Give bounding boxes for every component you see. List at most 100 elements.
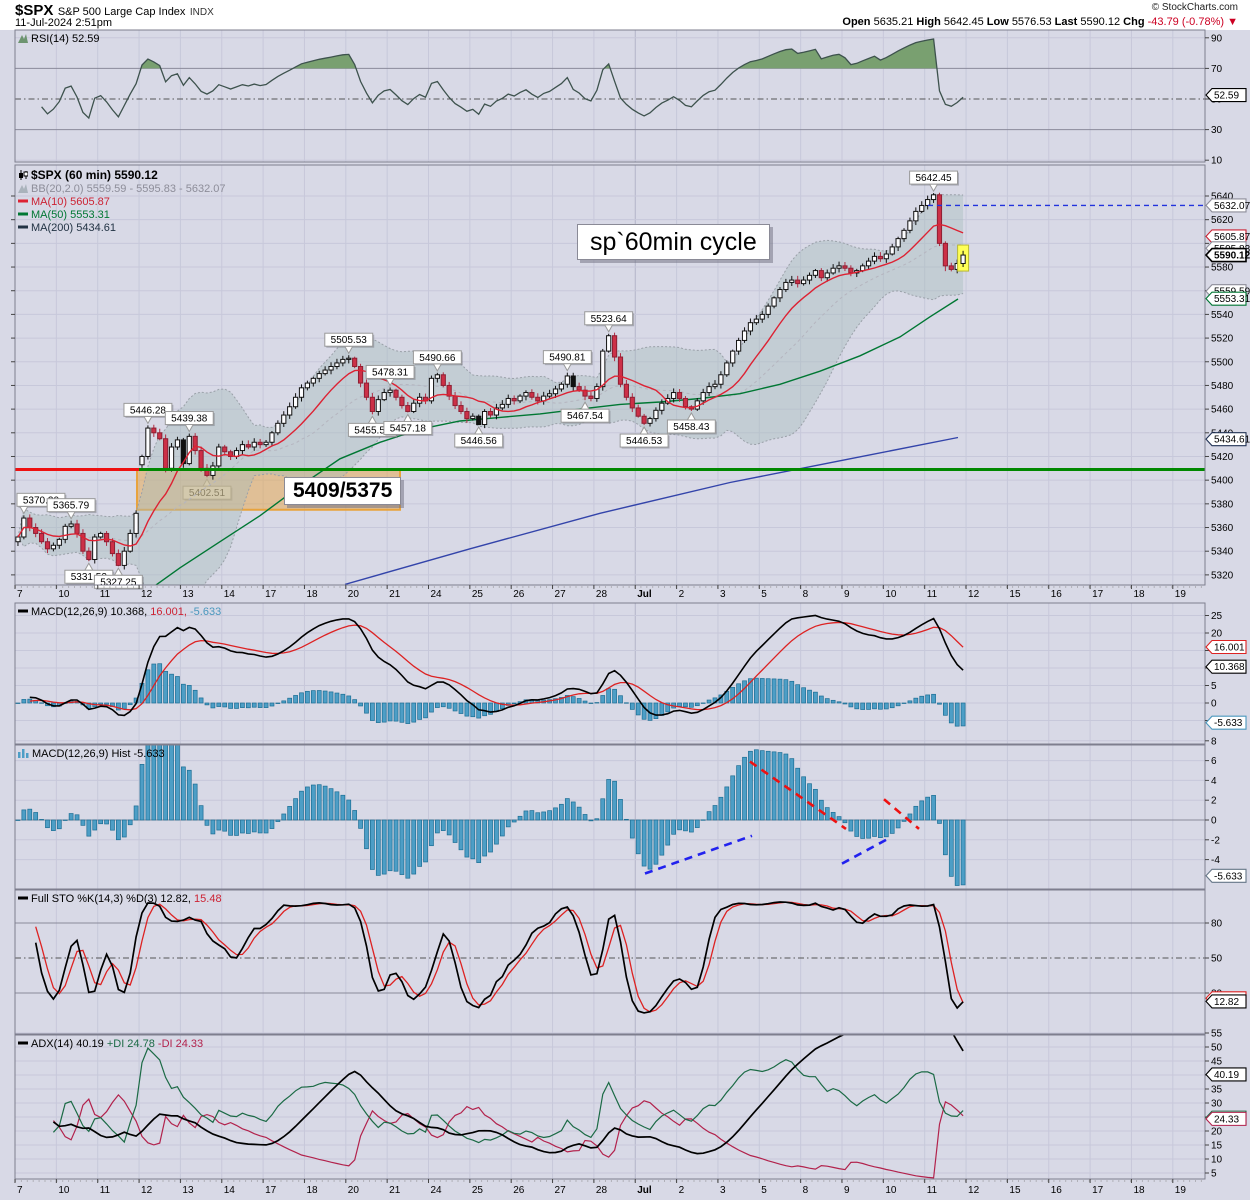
candlestick bbox=[363, 382, 370, 398]
svg-text:5580: 5580 bbox=[1211, 263, 1234, 274]
candlestick bbox=[635, 407, 641, 417]
price-callout: 5642.45 bbox=[909, 170, 960, 193]
adx-legend: ADX(14) 40.19 +DI 24.78 -DI 24.33 bbox=[18, 1038, 203, 1051]
candlestick bbox=[706, 386, 712, 394]
candlestick bbox=[458, 405, 464, 412]
candlestick bbox=[806, 274, 813, 281]
axis-callout: 5605.87 bbox=[1205, 229, 1250, 244]
svg-text:18: 18 bbox=[306, 589, 318, 600]
chg-down-triangle-icon: ▼ bbox=[1227, 16, 1238, 28]
candlestick bbox=[180, 439, 186, 465]
svg-text:2: 2 bbox=[679, 589, 685, 600]
candlestick bbox=[257, 441, 263, 446]
price-callout: 5490.81 bbox=[542, 350, 593, 372]
svg-text:2: 2 bbox=[679, 1185, 685, 1196]
candlestick bbox=[74, 523, 80, 534]
candlestick bbox=[328, 365, 334, 371]
candlestick bbox=[357, 365, 364, 384]
candlestick bbox=[919, 204, 925, 212]
macd-hist-value: -5.633 bbox=[190, 606, 222, 618]
svg-text:17: 17 bbox=[265, 1185, 277, 1196]
candlestick bbox=[399, 396, 405, 407]
candlestick bbox=[482, 410, 488, 426]
candlestick bbox=[883, 253, 889, 260]
svg-text:10: 10 bbox=[1211, 156, 1223, 167]
svg-text:20: 20 bbox=[348, 1185, 360, 1196]
candlestick bbox=[411, 402, 417, 412]
cycle-annotation-label: sp`60min cycle bbox=[577, 224, 770, 260]
candlestick bbox=[535, 396, 541, 402]
candlestick bbox=[151, 427, 157, 434]
candlestick bbox=[434, 374, 440, 379]
svg-text:16: 16 bbox=[1051, 1185, 1063, 1196]
candlestick bbox=[263, 441, 269, 446]
svg-text:12: 12 bbox=[141, 1185, 153, 1196]
candlestick bbox=[511, 397, 517, 402]
candlestick bbox=[783, 281, 789, 291]
candlestick bbox=[499, 403, 505, 409]
candlestick bbox=[718, 374, 724, 385]
candlestick bbox=[564, 375, 570, 385]
candlestick bbox=[913, 210, 919, 222]
svg-text:14: 14 bbox=[224, 1185, 236, 1196]
svg-text:45: 45 bbox=[1211, 1057, 1223, 1068]
svg-text:80: 80 bbox=[1211, 918, 1223, 929]
svg-text:-5.633: -5.633 bbox=[1214, 718, 1243, 729]
candlestick bbox=[269, 432, 275, 443]
axis-callout: 16.001 bbox=[1205, 639, 1247, 655]
svg-text:5458.43: 5458.43 bbox=[673, 422, 710, 433]
svg-text:5620: 5620 bbox=[1211, 215, 1234, 226]
stockcharts-credit: © StockCharts.com bbox=[1151, 2, 1238, 13]
candlestick bbox=[730, 350, 736, 364]
svg-text:12: 12 bbox=[141, 589, 153, 600]
svg-text:8: 8 bbox=[803, 1185, 809, 1196]
candlestick bbox=[682, 397, 689, 408]
axis-callout: 40.19 bbox=[1205, 1067, 1247, 1082]
candlestick bbox=[529, 392, 535, 398]
svg-text:2: 2 bbox=[1211, 796, 1217, 807]
svg-text:28: 28 bbox=[596, 589, 608, 600]
svg-text:0: 0 bbox=[1211, 699, 1217, 710]
svg-text:5455.56: 5455.56 bbox=[354, 425, 391, 436]
symbol-label: $SPX bbox=[15, 2, 54, 19]
candlestick bbox=[588, 395, 594, 399]
candlestick bbox=[127, 532, 133, 552]
candlestick bbox=[623, 383, 629, 398]
svg-text:5523.64: 5523.64 bbox=[591, 314, 628, 325]
svg-text:3: 3 bbox=[720, 1185, 726, 1196]
candlestick bbox=[600, 350, 606, 388]
candlestick bbox=[771, 297, 777, 307]
svg-text:5446.28: 5446.28 bbox=[130, 405, 167, 416]
svg-text:-2: -2 bbox=[1211, 835, 1220, 846]
axis-callout: 5590.12 bbox=[1204, 247, 1250, 263]
chg-value: -43.79 (-0.78%) bbox=[1147, 16, 1225, 28]
candlestick bbox=[470, 415, 476, 420]
axis-callout: -5.633 bbox=[1205, 715, 1247, 730]
svg-text:10: 10 bbox=[58, 589, 70, 600]
price-callout: 5446.28 bbox=[123, 402, 174, 425]
svg-text:5540: 5540 bbox=[1211, 310, 1234, 321]
low-value: 5576.53 bbox=[1011, 16, 1052, 28]
bollinger-area-icon bbox=[18, 183, 28, 196]
candlestick bbox=[552, 388, 559, 395]
candlestick-icon bbox=[18, 170, 29, 183]
rsi-legend: RSI(14) 52.59 bbox=[18, 33, 99, 46]
candlestick bbox=[712, 383, 718, 388]
candlestick bbox=[724, 362, 730, 376]
svg-text:17: 17 bbox=[1092, 1185, 1104, 1196]
candlestick bbox=[842, 265, 848, 269]
candlestick bbox=[505, 397, 511, 405]
svg-text:18: 18 bbox=[306, 1185, 318, 1196]
candlestick bbox=[405, 405, 411, 412]
candlestick bbox=[121, 550, 127, 566]
candlestick bbox=[671, 392, 677, 399]
svg-text:5360: 5360 bbox=[1211, 523, 1234, 534]
open-value: 5635.21 bbox=[873, 16, 914, 28]
axis-callout: 10.368 bbox=[1205, 659, 1247, 674]
candlestick bbox=[287, 406, 293, 416]
candlestick bbox=[352, 357, 358, 367]
candlestick bbox=[369, 396, 375, 412]
candlestick bbox=[92, 536, 98, 560]
svg-text:11: 11 bbox=[100, 1185, 111, 1196]
svg-text:19: 19 bbox=[1175, 589, 1187, 600]
